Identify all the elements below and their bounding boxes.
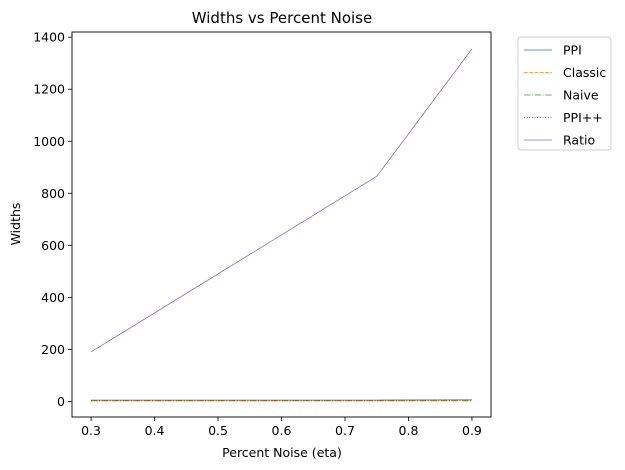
y-tick-label: 0 [57, 394, 65, 409]
legend-label: PPI++ [563, 110, 603, 125]
plot-area [90, 48, 473, 402]
x-tick-label: 0.8 [399, 423, 419, 438]
y-tick-label: 600 [41, 238, 65, 253]
legend-label: PPI [563, 43, 582, 58]
legend-label: Ratio [563, 133, 595, 148]
chart-title: Widths vs Percent Noise [192, 9, 372, 27]
y-axis-label: Widths [8, 203, 23, 246]
x-tick-label: 0.4 [145, 423, 165, 438]
y-tick-label: 1000 [33, 134, 65, 149]
x-axis-label: Percent Noise (eta) [222, 445, 342, 460]
x-tick-label: 0.7 [335, 423, 355, 438]
legend-label: Naive [563, 88, 599, 103]
y-tick-label: 800 [41, 186, 65, 201]
series-line-ratio [90, 48, 473, 353]
y-tick-label: 200 [41, 342, 65, 357]
legend-label: Classic [563, 65, 606, 80]
legend-box [517, 36, 612, 151]
y-tick-label: 400 [41, 290, 65, 305]
legend: PPI Classic Naive PPI++ Ratio [517, 36, 612, 151]
y-tick-label: 1400 [33, 30, 65, 45]
x-tick-label: 0.5 [208, 423, 228, 438]
x-axis-ticks: 0.3 0.4 0.5 0.6 0.7 0.8 0.9 [81, 417, 482, 438]
x-tick-label: 0.3 [81, 423, 101, 438]
x-tick-label: 0.9 [462, 423, 482, 438]
plot-frame [71, 31, 492, 418]
y-axis-ticks: 0 200 400 600 800 1000 1200 1400 [33, 30, 72, 409]
y-tick-label: 1200 [33, 82, 65, 97]
x-tick-label: 0.6 [272, 423, 292, 438]
